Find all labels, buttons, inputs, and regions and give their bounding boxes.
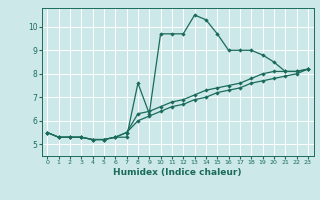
X-axis label: Humidex (Indice chaleur): Humidex (Indice chaleur): [113, 168, 242, 177]
